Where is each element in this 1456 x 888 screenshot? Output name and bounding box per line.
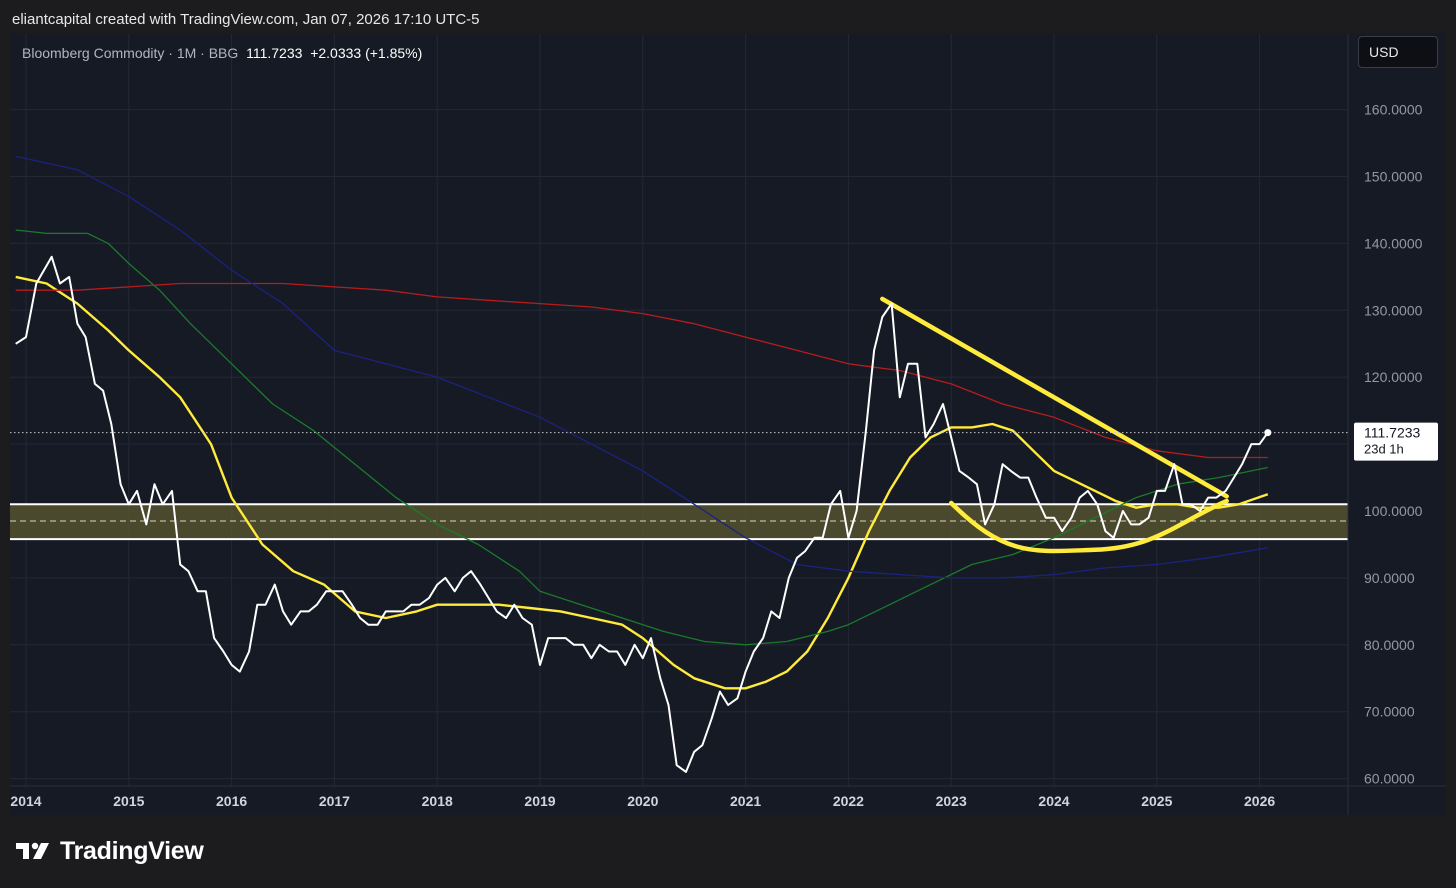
brand-name: TradingView [60, 836, 204, 865]
y-tick-label: 70.0000 [1364, 704, 1415, 720]
support-zone-fill [10, 504, 1348, 540]
currency-label: USD [1369, 44, 1399, 60]
y-tick-label: 160.0000 [1364, 102, 1423, 118]
rounding-bottom-arc [948, 498, 1229, 554]
last-price-dot [1264, 429, 1272, 437]
x-tick-label: 2017 [319, 793, 350, 809]
y-tick-label: 140.0000 [1364, 235, 1423, 251]
price-line [15, 255, 1272, 773]
x-tick-label: 2023 [936, 793, 967, 809]
y-tick-label: 60.0000 [1364, 771, 1415, 787]
ma-yellow-line [15, 275, 1269, 690]
x-tick-label: 2014 [10, 793, 41, 809]
ma-red-line [15, 282, 1268, 459]
symbol-name: Bloomberg Commodity · 1M · BBG [22, 45, 239, 61]
ma-navy-line [15, 155, 1268, 579]
x-tick-label: 2021 [730, 793, 761, 809]
tradingview-branding[interactable]: TradingView [14, 836, 204, 866]
y-tick-label: 90.0000 [1364, 570, 1415, 586]
x-tick-label: 2026 [1244, 793, 1275, 809]
chart-panel [10, 33, 1446, 815]
chart-caption: eliantcapital created with TradingView.c… [12, 11, 480, 28]
x-tick-label: 2025 [1141, 793, 1172, 809]
moving-average-lines [15, 155, 1269, 690]
price-tag-countdown: 23d 1h [1364, 442, 1404, 457]
grid-lines [10, 34, 1348, 786]
support-zone [10, 503, 1348, 541]
y-tick-label: 150.0000 [1364, 169, 1423, 185]
ma-green-line [15, 229, 1268, 646]
currency-button[interactable]: USD [1358, 36, 1438, 68]
x-tick-label: 2018 [422, 793, 453, 809]
tradingview-logo-icon [16, 842, 49, 859]
y-tick-label: 80.0000 [1364, 637, 1415, 653]
y-tick-label: 100.0000 [1364, 503, 1423, 519]
y-tick-label: 130.0000 [1364, 302, 1423, 318]
y-tick-label: 120.0000 [1364, 369, 1423, 385]
x-tick-label: 2016 [216, 793, 247, 809]
price-change: +2.0333 (+1.85%) [310, 45, 423, 61]
axes: 160.0000 150.0000 140.0000 130.0000 120.0000… [10, 34, 1446, 815]
price-tag-value: 111.7233 [1364, 425, 1421, 441]
x-tick-label: 2024 [1038, 793, 1069, 809]
x-tick-label: 2019 [524, 793, 555, 809]
x-tick-label: 2015 [113, 793, 144, 809]
x-tick-label: 2020 [627, 793, 658, 809]
price-tag [1354, 422, 1438, 461]
price-series-line [15, 255, 1269, 773]
x-tick-label: 2022 [833, 793, 864, 809]
descending-trendline [880, 296, 1229, 499]
drawing-annotations [10, 296, 1348, 554]
last-price: 111.7233 [246, 45, 303, 61]
symbol-legend: Bloomberg Commodity · 1M · BBG 111.7233 … [22, 45, 422, 61]
